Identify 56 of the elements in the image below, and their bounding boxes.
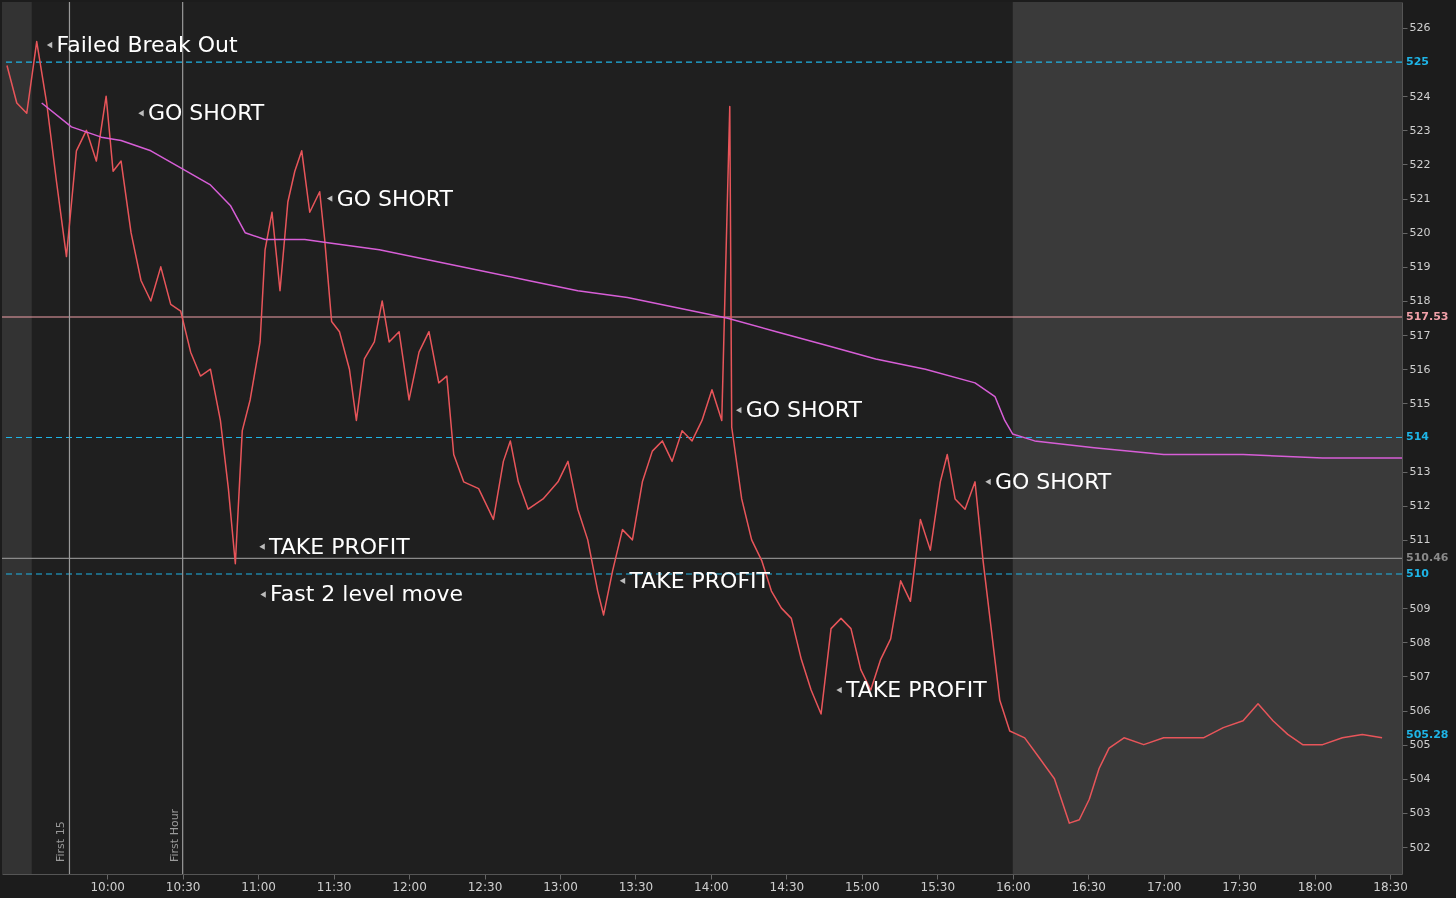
y-tick-label: 502 [1409,840,1431,854]
x-tick-label: 16:30 [1071,879,1107,894]
x-tick-label: 12:30 [467,879,503,894]
y-tick-label: 512 [1409,499,1431,513]
ref-line-label: 510 [1406,567,1430,580]
annotation: GO SHORT [148,100,265,126]
y-tick-label: 505 [1409,738,1431,752]
y-tick-label: 506 [1409,704,1431,718]
y-tick-label: 517 [1409,328,1431,342]
x-tick-label: 14:00 [694,879,729,894]
y-tick-label: 504 [1409,772,1431,786]
ref-line-label: 525 [1406,55,1429,69]
y-tick-label: 503 [1409,806,1431,820]
annotation: GO SHORT [336,185,454,211]
x-tick-label: 15:00 [845,879,880,894]
y-tick-label: 508 [1409,635,1431,649]
y-tick-label: 526 [1409,21,1431,35]
y-tick-label: 507 [1409,669,1431,683]
y-tick-label: 524 [1409,89,1431,103]
y-tick-label: 523 [1409,123,1431,137]
x-tick-label: 14:30 [769,879,805,894]
y-tick-label: 509 [1409,601,1431,615]
x-tick-label: 11:30 [316,879,352,894]
annotation: Fast 2 level move [270,581,464,607]
y-tick-label: 519 [1409,260,1431,274]
x-tick-label: 13:30 [618,879,654,894]
y-tick-label: 520 [1409,226,1431,240]
x-tick-label: 18:00 [1297,879,1333,894]
y-tick-label: 516 [1409,362,1431,376]
annotation: GO SHORT [745,397,863,423]
y-tick-label: 522 [1409,157,1431,171]
x-tick-label: 10:30 [165,879,201,894]
x-tick-label: 16:00 [995,879,1031,894]
ref-line-label: First 15 [54,821,68,862]
x-tick-label: 18:30 [1373,879,1408,894]
x-tick-label: 10:00 [90,879,125,894]
x-tick-label: 12:00 [392,879,427,894]
y-tick-label: 513 [1409,465,1431,479]
ref-line-label: First Hour [167,808,181,862]
x-tick-label: 17:30 [1222,879,1257,894]
annotation: TAKE PROFIT [268,533,411,559]
x-tick-label: 15:30 [920,879,956,894]
y-tick-label: 521 [1409,192,1431,206]
ref-line-label: 510.46 [1406,551,1449,565]
x-tick-label: 11:00 [241,879,276,894]
x-tick-label: 17:00 [1146,879,1182,894]
y-tick-label: 511 [1409,533,1431,547]
ref-line-label: 517.53 [1406,310,1449,324]
y-tick-label: 518 [1409,294,1431,308]
ref-line-label: 514 [1406,430,1430,444]
annotation: GO SHORT [995,468,1112,494]
x-tick-label: 13:00 [543,879,578,894]
annotation: TAKE PROFIT [845,677,988,703]
annotation: Failed Break Out [56,32,239,57]
line-series [40,102,1402,459]
y-tick-label: 515 [1409,396,1431,410]
